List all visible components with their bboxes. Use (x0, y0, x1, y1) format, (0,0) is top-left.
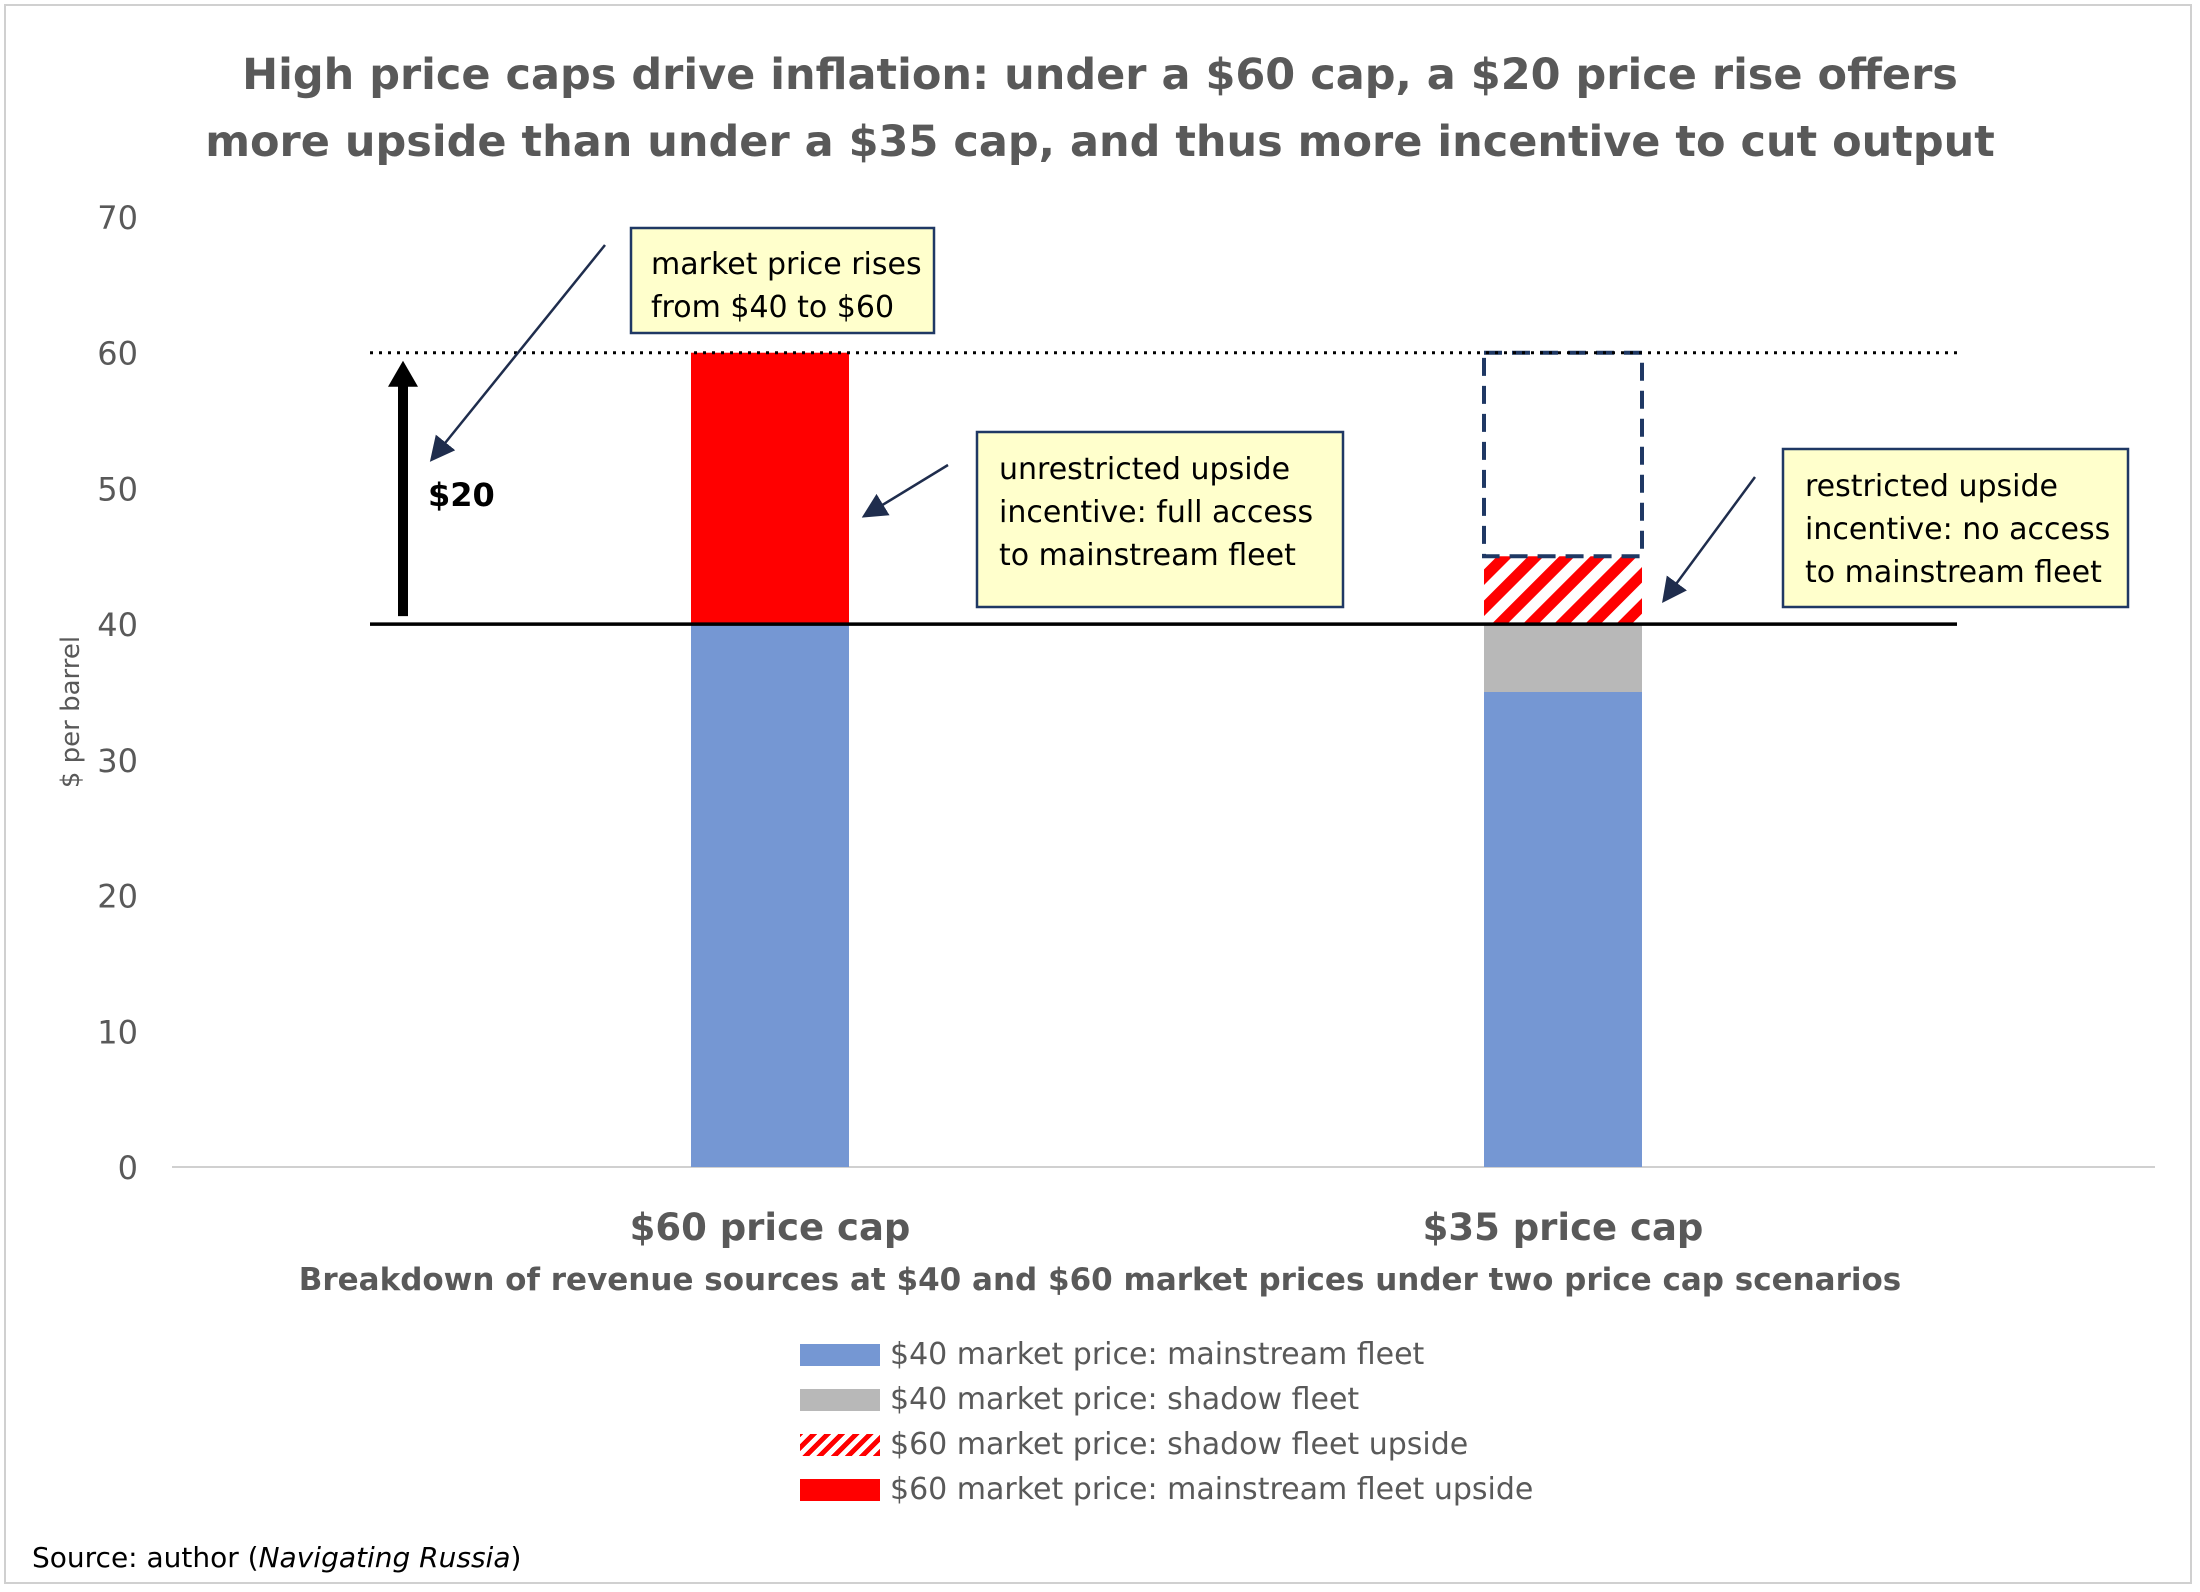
bar-segment (1484, 556, 1642, 625)
chart-frame (4, 4, 2192, 1584)
annotation-text: incentive: no access (1805, 512, 2110, 547)
x-axis-title: Breakdown of revenue sources at $40 and … (298, 1262, 1902, 1298)
source-suffix: ) (510, 1541, 522, 1574)
arrow-label: $20 (428, 476, 495, 514)
y-tick-label: 40 (97, 606, 138, 644)
y-tick-label: 10 (97, 1013, 138, 1051)
annotation-text: restricted upside (1805, 469, 2058, 504)
reference-lines-layer: $20 (370, 350, 1957, 626)
leader-arrow (429, 244, 606, 462)
bar-segment (1484, 624, 1642, 692)
dashed-upside-outline (1482, 350, 1644, 559)
y-tick-label: 30 (97, 742, 138, 780)
legend-label: $40 market price: shadow fleet (890, 1382, 1360, 1417)
annotations-layer: market price rises from $40 to $60 unrestr… (429, 226, 2130, 609)
chart-title-line-1: High price caps drive inflation: under a… (242, 50, 1958, 100)
y-tick-label: 0 (118, 1149, 138, 1187)
annotation-text: from $40 to $60 (651, 290, 894, 325)
legend-label: $60 market price: shadow fleet upside (890, 1427, 1469, 1462)
x-tick-label: $35 price cap (1423, 1206, 1704, 1249)
bar-segment (691, 624, 849, 1167)
y-tick-label: 60 (97, 335, 138, 373)
annotation-box (629, 226, 936, 335)
annotation-text: to mainstream fleet (999, 538, 1296, 573)
legend-swatch (800, 1344, 880, 1366)
legend-label: $40 market price: mainstream fleet (890, 1337, 1425, 1372)
y-tick-label: 20 (97, 878, 138, 916)
leader-arrow (861, 463, 949, 518)
legend-swatch (800, 1389, 880, 1411)
y-axis-label: $ per barrel (56, 636, 86, 788)
source-prefix: Source: author ( (32, 1541, 259, 1574)
annotation-text: incentive: full access (999, 495, 1313, 530)
legend-swatch (800, 1434, 880, 1456)
axes-layer: 0 10 20 30 40 50 60 70 $ per barrel $60 price cap… (56, 199, 2155, 1249)
y-tick-label: 70 (97, 199, 138, 237)
annotation-box (1781, 447, 2130, 609)
bars-layer (691, 352, 1642, 1167)
bar-segment (691, 352, 849, 625)
annotation-text: to mainstream fleet (1805, 555, 2102, 590)
chart-title: High price caps drive inflation: under a… (100, 42, 2100, 176)
x-tick-label: $60 price cap (630, 1206, 911, 1249)
source-title: Navigating Russia (258, 1541, 511, 1574)
legend-swatch (800, 1479, 880, 1501)
annotation-text: market price rises (651, 247, 922, 282)
legend-label: $60 market price: mainstream fleet upsid… (890, 1472, 1534, 1507)
bar-segment (1484, 692, 1642, 1167)
y-tick-label: 50 (97, 470, 138, 508)
leader-arrow (1662, 476, 1757, 604)
source-note: Source: author (Navigating Russia) (32, 1541, 521, 1574)
chart-title-line-2: more upside than under a $35 cap, and th… (205, 117, 1995, 167)
annotation-box (975, 430, 1345, 609)
arrow-head (388, 360, 418, 387)
annotation-text: unrestricted upside (999, 452, 1290, 487)
